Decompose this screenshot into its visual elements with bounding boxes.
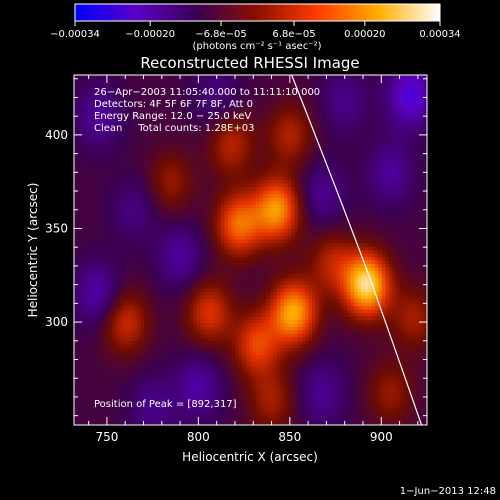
- y-tick-label: 300: [45, 315, 68, 329]
- x-tick-label: 900: [370, 430, 393, 444]
- annotation-energy: Energy Range: 12.0 − 25.0 keV: [94, 111, 251, 122]
- annotation-time: 26−Apr−2003 11:05:40.000 to 11:11:10.000: [94, 87, 320, 98]
- annotation-detectors: Detectors: 4F 5F 6F 7F 8F, Att 0: [94, 99, 253, 110]
- x-axis-label: Heliocentric X (arcsec): [182, 450, 318, 464]
- colorbar-tick-label: 0.00020: [344, 29, 385, 40]
- heatmap: [74, 75, 427, 425]
- colorbar-ticks: −0.00034 −0.00020 −6.8e−05 6.8e−05 0.00020 0.…: [50, 21, 461, 40]
- y-tick-label: 350: [45, 221, 68, 235]
- x-tick-label: 800: [187, 430, 210, 444]
- solar-limb-line: [291, 75, 423, 425]
- colorbar-tick-label: 6.8e−05: [272, 29, 315, 40]
- y-axis-label: Heliocentric Y (arcsec): [26, 183, 40, 318]
- annotation-counts: Clean Total counts: 1.28E+03: [94, 123, 254, 134]
- colorbar-tick-label: −0.00020: [125, 29, 175, 40]
- peak-position-label: Position of Peak = [892,317]: [94, 399, 237, 410]
- colorbar-tick-label: −0.00034: [50, 29, 100, 40]
- footer-date: 1−Jun−2013 12:48: [400, 486, 496, 497]
- colorbar-tick-label: −6.8e−05: [195, 29, 247, 40]
- axis-ticks: 750 800 850 900 300 350 400: [45, 75, 427, 444]
- plot-frame: [73, 74, 428, 426]
- chart-title: Reconstructed RHESSI Image: [140, 54, 359, 72]
- x-tick-label: 850: [278, 430, 301, 444]
- colorbar-unit-label: (photons cm⁻² s⁻¹ asec⁻²): [192, 41, 321, 52]
- x-tick-label: 750: [95, 430, 118, 444]
- colorbar-tick-label: 0.00034: [419, 29, 460, 40]
- colorbar: [74, 3, 441, 22]
- y-tick-label: 400: [45, 128, 68, 142]
